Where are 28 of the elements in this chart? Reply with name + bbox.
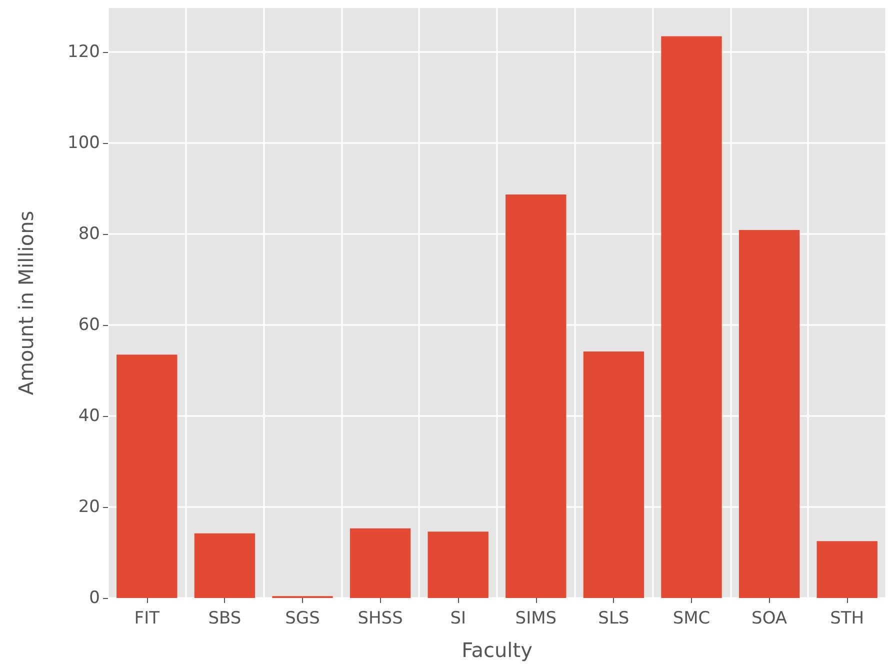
x-tick-label: STH — [830, 608, 864, 628]
x-tick-label: SI — [450, 608, 466, 628]
bar — [116, 354, 178, 598]
bar — [194, 533, 256, 598]
y-tick-label: 0 — [89, 588, 100, 608]
x-tick-label: SIMS — [515, 608, 557, 628]
y-axis-title: Amount in Millions — [14, 210, 38, 396]
x-tick-label: SOA — [752, 608, 788, 628]
y-tick-label: 120 — [68, 42, 100, 62]
x-tick-label: SGS — [285, 608, 320, 628]
y-tick-label: 80 — [78, 224, 100, 244]
bar — [350, 528, 411, 598]
bar — [661, 36, 722, 598]
bar — [816, 541, 878, 598]
y-tick-label: 60 — [78, 315, 100, 336]
bar — [506, 194, 566, 598]
y-tick-label: 100 — [68, 133, 100, 154]
x-tick-label: SBS — [208, 608, 242, 628]
y-tick-label: 40 — [78, 406, 100, 426]
bar — [428, 532, 488, 598]
x-tick-label: SMC — [672, 608, 710, 628]
x-axis-title: Faculty — [462, 638, 533, 662]
x-tick-label: SHSS — [358, 608, 403, 628]
x-tick-label: FIT — [134, 608, 160, 628]
bar — [738, 230, 800, 598]
bar — [583, 351, 644, 598]
y-tick-label: 20 — [78, 497, 100, 518]
x-tick-label: SLS — [598, 608, 630, 628]
